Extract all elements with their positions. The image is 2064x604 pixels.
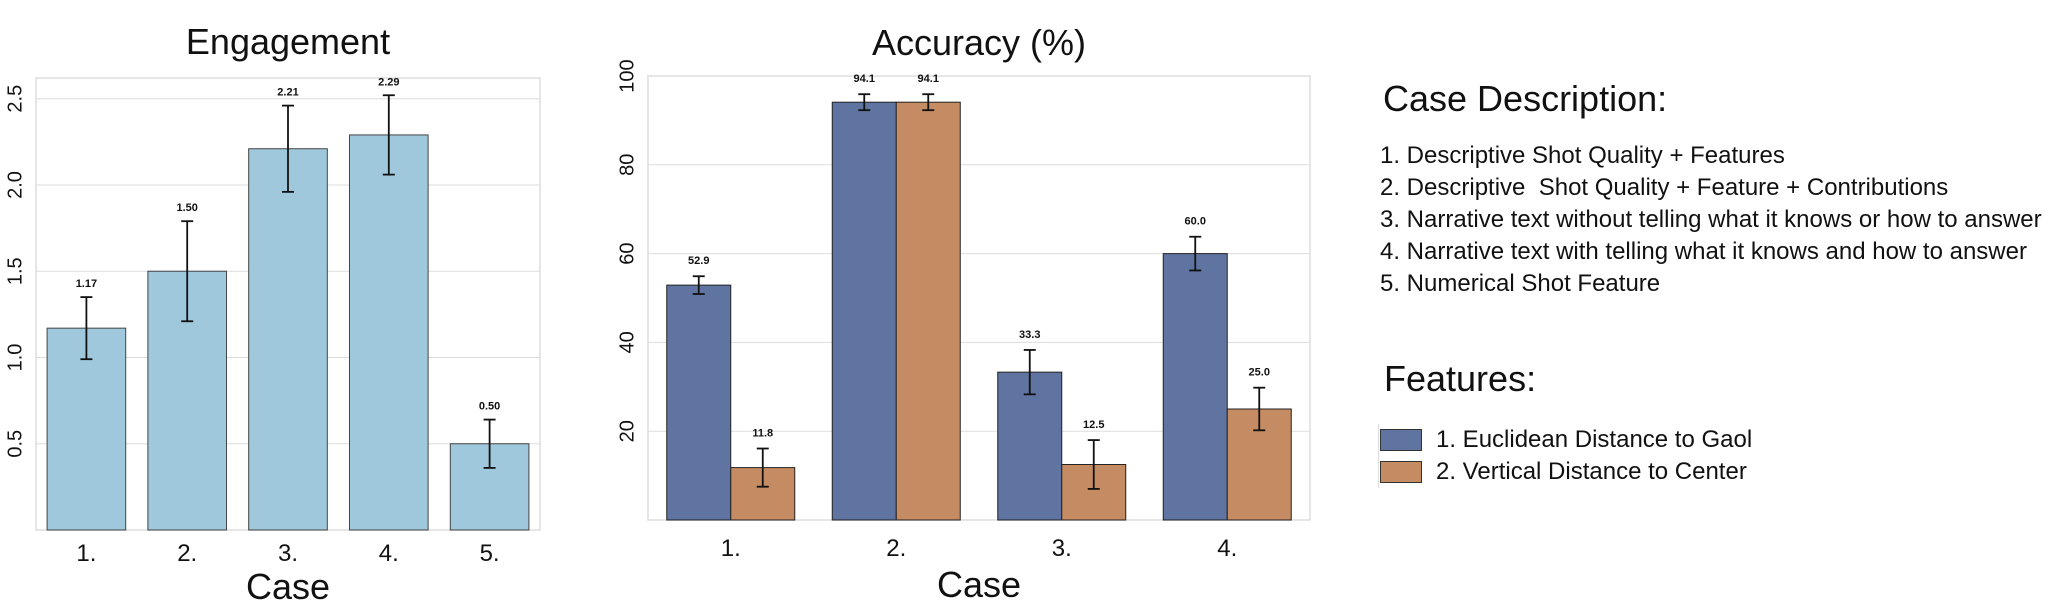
data-label: 2.29 (378, 76, 399, 88)
data-label: 33.3 (1019, 329, 1040, 341)
bar-series1 (1162, 253, 1228, 521)
case-description-title: Case Description: (1383, 78, 1668, 119)
x-tick-label: 2. (886, 535, 906, 562)
engagement-chart: 0.5 1.0 1.5 2.0 2.5 1.17 1. 1.50 2. 2.21 3. 2.29 4. 0… (4, 21, 541, 604)
case-description-item: 4. Narrative text with telling what it k… (1380, 238, 2027, 265)
data-label: 0.50 (479, 401, 500, 413)
bar-series1 (666, 284, 732, 521)
legend-swatch-series1 (1380, 429, 1422, 451)
data-label: 2.21 (277, 87, 298, 99)
data-label: 52.9 (688, 255, 709, 267)
chart-title: Accuracy (%) (872, 22, 1086, 63)
bar-series1 (831, 101, 897, 521)
legend-swatch-series2 (1380, 461, 1422, 483)
y-tick-label: 1.0 (4, 344, 26, 372)
x-tick-label: 4. (1217, 535, 1237, 562)
x-axis-label: Case (937, 564, 1021, 604)
x-tick-label: 2. (177, 540, 197, 567)
features-title: Features: (1384, 358, 1537, 399)
case-description-item: 5. Numerical Shot Feature (1380, 270, 1661, 297)
case-description-item: 3. Narrative text without telling what i… (1380, 206, 2042, 233)
y-tick-label: 100 (616, 59, 638, 92)
accuracy-chart: 20 40 60 80 100 52.9 11.8 1. 94.1 94.1 2. 33.3 12.5 3… (616, 22, 1311, 604)
data-label: 11.8 (752, 428, 773, 440)
case-description-item: 1. Descriptive Shot Quality + Features (1380, 142, 1785, 169)
features-legend: 1. Euclidean Distance to Gaol 2. Vertica… (1380, 424, 1752, 488)
bar-series2 (895, 101, 961, 521)
data-label: 1.17 (76, 278, 97, 290)
bar-series1 (997, 371, 1063, 521)
plot-frame (647, 75, 1311, 521)
x-tick-label: 3. (278, 540, 298, 567)
data-label: 25.0 (1249, 367, 1270, 379)
y-tick-label: 1.5 (4, 257, 26, 285)
data-label: 94.1 (918, 73, 939, 85)
case-description-item: 2. Descriptive Shot Quality + Feature + … (1380, 174, 1949, 201)
data-label: 94.1 (854, 73, 875, 85)
y-tick-label: 60 (616, 242, 638, 264)
y-tick-label: 2.5 (4, 85, 26, 113)
legend-label-series2: 2. Vertical Distance to Center (1436, 458, 1747, 485)
bar-engagement (248, 148, 328, 531)
x-axis-label: Case (246, 566, 330, 604)
legend-label-series1: 1. Euclidean Distance to Gaol (1436, 426, 1753, 453)
y-tick-label: 40 (616, 331, 638, 353)
y-tick-label: 0.5 (4, 430, 26, 458)
data-label: 12.5 (1083, 419, 1104, 431)
y-tick-label: 2.0 (4, 171, 26, 199)
x-tick-label: 5. (480, 540, 500, 567)
x-tick-label: 1. (721, 535, 741, 562)
legend-divider (1378, 424, 1379, 488)
x-tick-label: 1. (76, 540, 96, 567)
legend-entry-1: 1. Euclidean Distance to Gaol (1380, 424, 1752, 456)
y-tick-label: 80 (616, 154, 638, 176)
bar-engagement (348, 134, 429, 531)
legend-entry-2: 2. Vertical Distance to Center (1380, 456, 1752, 488)
case-description-list: 1. Descriptive Shot Quality + Features 2… (1380, 140, 2042, 300)
data-label: 60.0 (1185, 216, 1206, 228)
y-tick-label: 20 (616, 420, 638, 442)
x-tick-label: 3. (1052, 535, 1072, 562)
chart-title: Engagement (186, 21, 390, 62)
x-tick-label: 4. (379, 540, 399, 567)
data-label: 1.50 (176, 202, 197, 214)
